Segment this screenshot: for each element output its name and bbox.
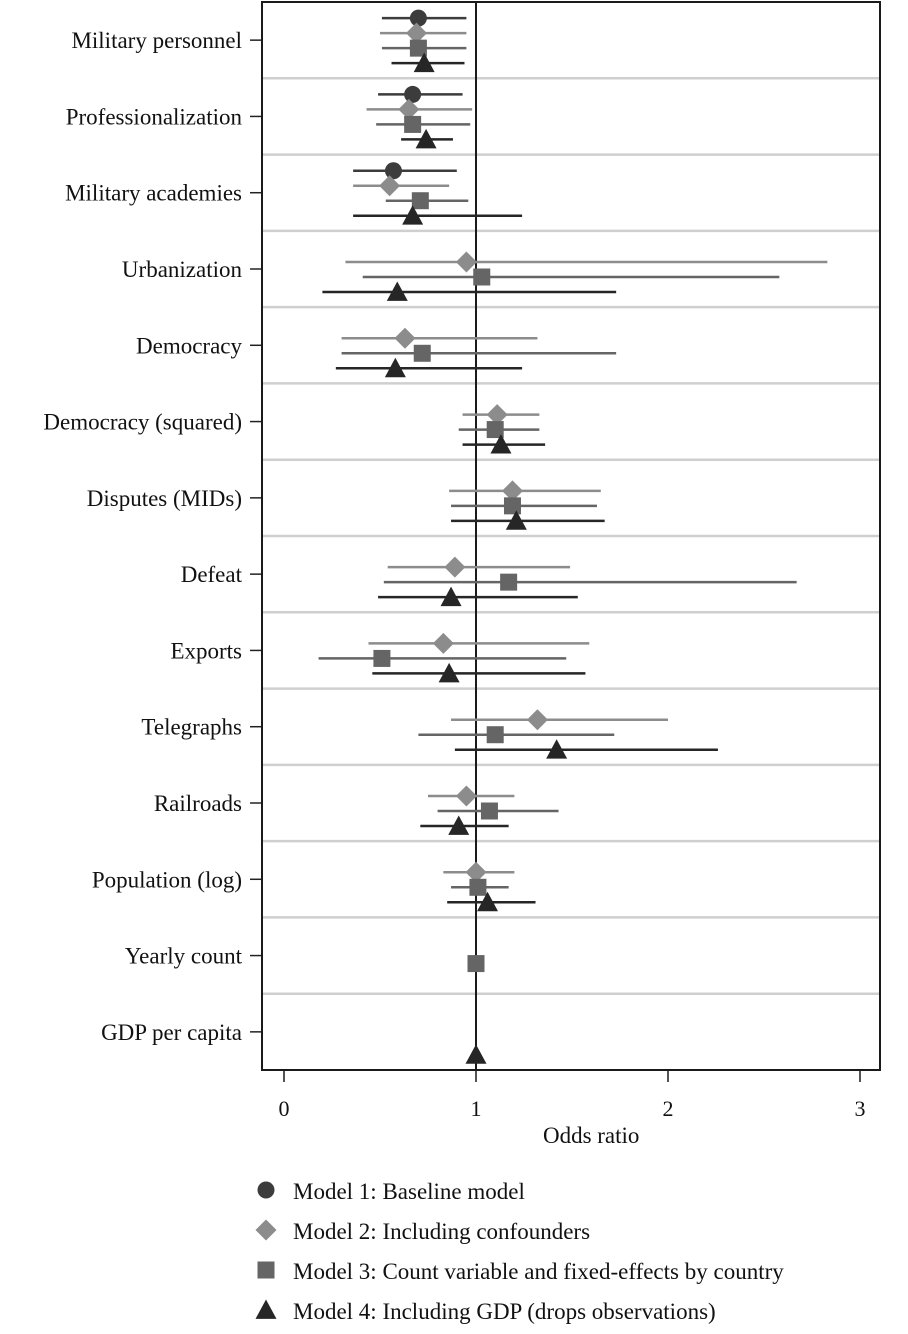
point-circle-military-personnel [409, 9, 427, 27]
series-layer [318, 9, 828, 1064]
x-tick-label: 2 [663, 1096, 674, 1121]
plot-frame [261, 1, 881, 1071]
point-diamond-military-personnel [405, 22, 427, 44]
y-tick-label-democracy: Democracy [136, 333, 242, 358]
point-triangle-gdp-per-capita [465, 1044, 487, 1064]
legend: Model 1: Baseline model Model 2: Includin… [255, 1179, 784, 1324]
x-tick-label: 3 [855, 1096, 866, 1121]
point-triangle-disputes-mids [505, 510, 527, 530]
series-triangle-model-4 [322, 52, 718, 1064]
point-diamond-democracy [394, 327, 416, 349]
x-tick-label: 0 [279, 1096, 290, 1121]
point-diamond-professionalization [398, 98, 420, 120]
y-tick-label-military-academies: Military academies [65, 181, 242, 206]
legend-item-model-4: Model 4: Including GDP (drops observatio… [255, 1299, 716, 1324]
x-axis-title: Odds ratio [543, 1123, 639, 1148]
point-diamond-democracy-squared [486, 404, 508, 426]
point-diamond-population-log [465, 861, 487, 883]
y-tick-label-yearly-count: Yearly count [125, 944, 243, 969]
legend-triangle-icon [255, 1299, 277, 1319]
point-diamond-exports [432, 632, 454, 654]
legend-item-model-3: Model 3: Count variable and fixed-effect… [257, 1259, 784, 1284]
point-square-population-log [469, 878, 487, 896]
y-tick-label-telegraphs: Telegraphs [141, 715, 242, 740]
series-diamond-model-2 [341, 22, 828, 883]
point-triangle-exports [438, 662, 460, 683]
y-tick-label-gdp-per-capita: GDP per capita [101, 1020, 242, 1045]
point-diamond-defeat [444, 556, 466, 578]
legend-item-model-2: Model 2: Including confounders [255, 1219, 590, 1244]
point-triangle-professionalization [415, 128, 437, 149]
point-triangle-military-personnel [413, 52, 435, 73]
point-circle-professionalization [404, 85, 422, 103]
point-diamond-telegraphs [526, 709, 548, 731]
point-square-military-academies [411, 192, 429, 210]
legend-label: Model 1: Baseline model [293, 1179, 525, 1204]
y-tick-label-democracy-squared: Democracy (squared) [43, 410, 242, 435]
y-tick-label-defeat: Defeat [181, 562, 243, 587]
point-triangle-democracy [384, 357, 406, 378]
legend-diamond-icon [255, 1219, 277, 1241]
y-tick-label-disputes-mids: Disputes (MIDs) [87, 486, 242, 511]
legend-label: Model 3: Count variable and fixed-effect… [293, 1259, 784, 1284]
y-tick-label-population-log: Population (log) [92, 867, 242, 892]
point-square-yearly-count [467, 955, 485, 973]
legend-label: Model 4: Including GDP (drops observatio… [293, 1299, 716, 1324]
point-square-disputes-mids [503, 497, 521, 515]
legend-item-model-1: Model 1: Baseline model [257, 1179, 525, 1204]
y-tick-label-urbanization: Urbanization [122, 257, 243, 282]
point-triangle-democracy-squared [490, 434, 512, 454]
point-square-defeat [500, 573, 518, 591]
point-square-urbanization [473, 268, 491, 286]
point-square-professionalization [404, 115, 422, 133]
series-square-model-3 [318, 39, 797, 973]
point-circle-military-academies [384, 162, 402, 180]
point-square-telegraphs [486, 726, 504, 744]
point-diamond-military-academies [379, 175, 401, 197]
point-triangle-population-log [477, 891, 499, 912]
point-triangle-railroads [448, 815, 470, 835]
point-triangle-telegraphs [546, 739, 568, 759]
y-tick-label-professionalization: Professionalization [66, 104, 243, 129]
point-triangle-defeat [440, 586, 462, 607]
plot-border [261, 1, 881, 1071]
legend-label: Model 2: Including confounders [293, 1219, 590, 1244]
point-diamond-disputes-mids [501, 480, 523, 502]
point-square-democracy-squared [486, 421, 504, 439]
variable-bands [262, 77, 880, 995]
point-square-exports [373, 649, 391, 667]
point-square-military-personnel [409, 39, 427, 57]
y-tick-label-exports: Exports [170, 638, 242, 663]
y-tick-label-railroads: Railroads [154, 791, 242, 816]
x-axis: 0 1 2 3 Odds ratio [279, 1070, 866, 1148]
point-triangle-military-academies [402, 205, 424, 225]
point-square-democracy [413, 344, 431, 362]
legend-circle-icon [257, 1181, 275, 1199]
point-diamond-urbanization [455, 251, 477, 273]
legend-square-icon [257, 1261, 275, 1279]
x-tick-label: 1 [471, 1096, 482, 1121]
point-diamond-railroads [455, 785, 477, 807]
point-square-railroads [480, 802, 498, 820]
y-tick-label-military-personnel: Military personnel [71, 28, 242, 53]
series-circle-model-1 [353, 9, 467, 180]
point-triangle-urbanization [386, 281, 408, 301]
variable-labels: Military personnel Professionalization Mil… [43, 28, 262, 1045]
